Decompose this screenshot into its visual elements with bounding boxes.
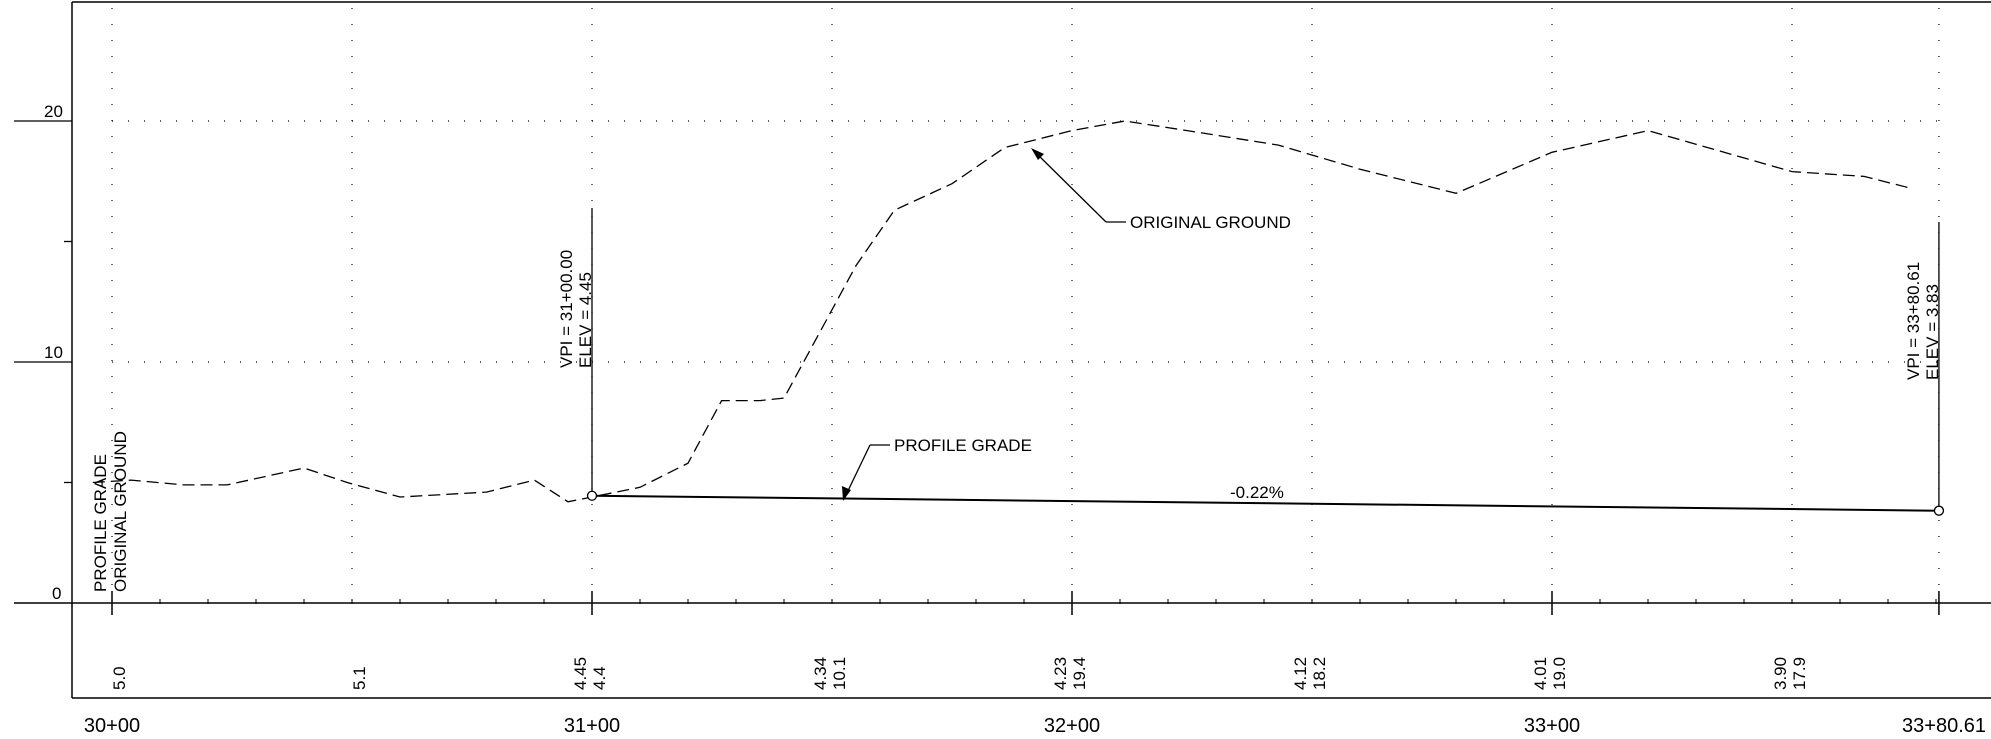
profile-grade-segment [591,494,1939,512]
ground-elevation: 10.1 [830,657,849,690]
original-ground-leader-diag [1033,150,1107,223]
grade-elevation: 4.01 [1531,657,1550,690]
ground-elevation: 5.1 [350,666,369,690]
grade-elevation: 4.23 [1051,657,1070,690]
profile-grade-leader-diag [844,444,871,498]
original-ground-callout: ORIGINAL GROUND [1031,148,1291,232]
ground-elevation: 4.4 [590,666,609,690]
ground-elevation: 19.0 [1550,657,1569,690]
profile-axis: 0 10 20 [14,102,1991,615]
station-labels: 30+00 31+00 32+00 33+00 33+80.61 [84,715,1986,737]
ground-elevation: 18.2 [1310,657,1329,690]
y-tick-label: 10 [44,343,63,362]
y-tick-label: 0 [52,584,61,603]
grade-elevation: 4.45 [571,657,590,690]
grid [111,8,1940,603]
vpi-station-text: VPI = 33+80.61 [1904,262,1923,380]
station-label: 33+00 [1524,715,1580,737]
profile-grade-line [591,494,1939,512]
station-label: 30+00 [84,715,140,737]
grade-elevation: 4.34 [811,657,830,690]
original-ground-profile [92,120,1913,503]
grade-elevation: 4.12 [1291,657,1310,690]
vpi-elev-text: ELEV = 4.45 [576,272,595,368]
ground-elevation: 5.0 [110,666,129,690]
vpi-station-text: VPI = 31+00.00 [557,250,576,368]
y-tick-label: 20 [44,102,63,121]
vpi-markers: VPI = 31+00.00 ELEV = 4.45 VPI = 33+80.61 E… [557,208,1945,516]
station-label: 31+00 [564,715,620,737]
profile-grade-arrowhead [842,486,851,501]
station-label: 32+00 [1044,715,1100,737]
grade-elevation: 3.90 [1771,657,1790,690]
ground-elevation: 19.4 [1070,657,1089,690]
profile-grade-callout-label: PROFILE GRADE [894,436,1032,455]
vpi-elev-text: ELEV = 3.83 [1923,284,1942,380]
elevation-table: 5.0 5.1 4.45 4.4 4.34 10.1 4.23 19.4 4.12 18.2 4.0… [110,657,1809,690]
profile-grade-callout: PROFILE GRADE [842,436,1032,501]
station-label: 33+80.61 [1902,715,1986,737]
grade-percent-label: -0.22% [1230,483,1284,502]
original-ground-callout-label: ORIGINAL GROUND [1130,213,1291,232]
original-ground-arrowhead [1031,148,1044,160]
vpi-circle [1933,505,1945,516]
vpi-circle [586,490,598,501]
ground-elevation: 17.9 [1790,657,1809,690]
original-ground-line [92,120,1913,503]
legend-original-ground: ORIGINAL GROUND [111,431,130,592]
legend-profile-grade: PROFILE GRADE [91,454,110,592]
